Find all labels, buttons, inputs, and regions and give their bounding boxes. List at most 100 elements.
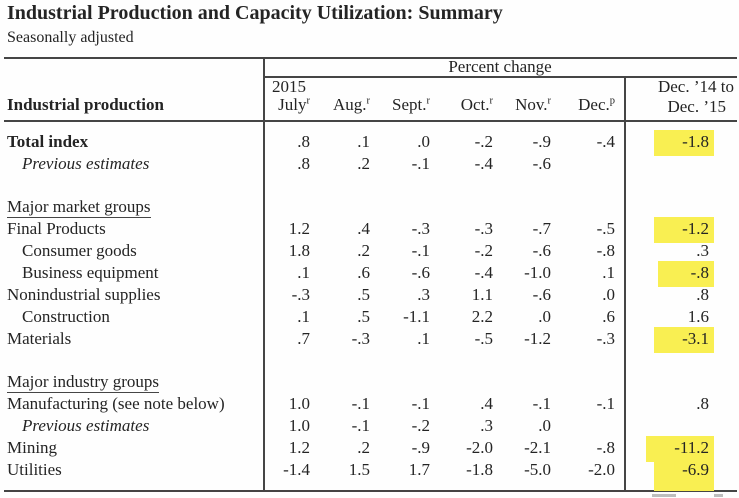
value-cell: -.1 (411, 154, 430, 173)
value-cell: -1.8 (466, 460, 493, 479)
table-row: Business equipment .1 .6 -.6 -.4 -1.0 .1 -.8 (0, 261, 739, 287)
value-cell: -.1 (351, 416, 370, 435)
value-cell: -.6 (532, 285, 551, 304)
value-cell: .1 (297, 263, 310, 282)
value-cell: -.1 (411, 241, 430, 260)
value-cell: 1.2 (288, 219, 310, 238)
value-cell (551, 415, 615, 437)
value-cell: -.4 (474, 263, 493, 282)
table-row: Total index .8 .1 .0 -.2 -.9 -.4 -1.8 (0, 130, 739, 156)
annual-value-cell (615, 153, 739, 175)
revised-superscript: r (426, 95, 431, 107)
annual-value-cell: -1.2 (615, 217, 739, 243)
value-cell: 1.8 (288, 241, 310, 260)
value-cell: .7 (297, 329, 310, 348)
value-cell: -.5 (596, 219, 615, 238)
month-header-row: Julyr Aug.r Sept.r Oct.r Nov.r Dec.p (263, 95, 615, 115)
value-cell: -1.2 (524, 329, 551, 348)
annual-value-cell (615, 415, 739, 437)
table-row: Previous estimates .8 .2 -.1 -.4 -.6 (0, 153, 739, 175)
month-header-dec: Dec.p (578, 95, 615, 114)
row-label: Manufacturing (see note below) (7, 394, 225, 413)
revised-superscript: r (306, 95, 311, 107)
value-cell (551, 153, 615, 175)
value-cell: .0 (538, 307, 551, 326)
row-label: Consumer goods (22, 241, 137, 260)
revised-superscript: r (489, 95, 494, 107)
value-cell: .2 (357, 241, 370, 260)
value-cell: -5.0 (524, 460, 551, 479)
annual-value-cell: -11.2 (615, 436, 739, 462)
value-cell: .1 (417, 329, 430, 348)
highlighted-value: -11.2 (646, 436, 714, 462)
row-label: Previous estimates (22, 154, 150, 173)
value-cell: -.3 (474, 219, 493, 238)
stub-column-header: Industrial production (7, 95, 164, 114)
table-row: Consumer goods 1.8 .2 -.1 -.2 -.6 -.8 .3 (0, 240, 739, 262)
page-subtitle: Seasonally adjusted (7, 29, 134, 46)
value-cell: .0 (538, 416, 551, 435)
value-cell: 1.2 (288, 438, 310, 457)
value-cell: .1 (357, 132, 370, 151)
annual-value-cell: .3 (696, 241, 709, 260)
value-cell: -.5 (474, 329, 493, 348)
revised-superscript: r (547, 95, 552, 107)
spacer-row (0, 350, 739, 371)
value-cell: -.3 (411, 219, 430, 238)
row-label: Previous estimates (22, 416, 150, 435)
month-header-nov: Nov.r (515, 95, 552, 114)
value-cell: .6 (357, 263, 370, 282)
annual-value-cell: -3.1 (615, 327, 739, 353)
table-row: Construction .1 .5 -1.1 2.2 .0 .6 1.6 (0, 306, 739, 328)
value-cell: -.2 (474, 132, 493, 151)
table-top-rule (4, 57, 737, 59)
page-title: Industrial Production and Capacity Utili… (7, 2, 503, 24)
highlighted-value: -3.1 (654, 327, 714, 353)
table-row: Final Products 1.2 .4 -.3 -.3 -.7 -.5 -1.2 (0, 217, 739, 243)
value-cell: .8 (297, 132, 310, 151)
table-row: Major market groups (0, 196, 739, 218)
preliminary-superscript: p (609, 95, 615, 107)
value-cell: -.1 (411, 394, 430, 413)
annual-value-cell: .8 (696, 285, 709, 304)
table-row: Utilities -1.4 1.5 1.7 -1.8 -5.0 -2.0 -6.9 (0, 458, 739, 491)
month-header-july: Julyr (278, 95, 311, 114)
value-cell: -.6 (411, 263, 430, 282)
table-row: Previous estimates 1.0 -.1 -.2 .3 .0 (0, 415, 739, 437)
annual-column-header: Dec. ’14 to Dec. ’15 (625, 77, 737, 117)
annual-header-line2: Dec. ’15 (667, 97, 726, 116)
table-body: Total index .8.1.0 -.2 -.9 -.4 -1.8 Previous e… (0, 122, 739, 491)
year-label: 2015 (272, 77, 306, 96)
row-label: Mining (7, 438, 58, 457)
value-cell: 1.0 (288, 416, 310, 435)
annual-value-cell: 1.6 (687, 307, 709, 326)
value-cell: .2 (357, 438, 370, 457)
row-label: Total index (7, 132, 89, 151)
revised-superscript: r (366, 95, 371, 107)
row-label: Materials (7, 329, 72, 348)
column-group-header: Percent change (448, 57, 552, 76)
value-cell: -2.0 (588, 460, 615, 479)
value-cell: .3 (417, 285, 430, 304)
value-cell: -1.1 (403, 307, 430, 326)
highlighted-value: -6.9 (654, 458, 714, 491)
value-cell: .3 (480, 416, 493, 435)
value-cell: 2.2 (471, 307, 493, 326)
value-cell: -.8 (596, 438, 615, 457)
section-header-label: Major industry groups (7, 372, 160, 393)
scan-artifact (652, 494, 676, 497)
value-cell: -.3 (291, 285, 310, 304)
header-bottom-rule (4, 120, 737, 122)
value-cell: .8 (297, 154, 310, 173)
value-cell: .1 (602, 263, 615, 282)
value-cell: .5 (357, 285, 370, 304)
value-cell: -.7 (532, 219, 551, 238)
month-header-aug: Aug.r (332, 95, 371, 114)
value-cell: -.2 (474, 241, 493, 260)
value-cell: -.2 (411, 416, 430, 435)
row-label: Business equipment (22, 263, 159, 282)
value-cell: 1.0 (288, 394, 310, 413)
row-label: Utilities (7, 460, 62, 479)
highlighted-value: -1.8 (654, 130, 714, 156)
